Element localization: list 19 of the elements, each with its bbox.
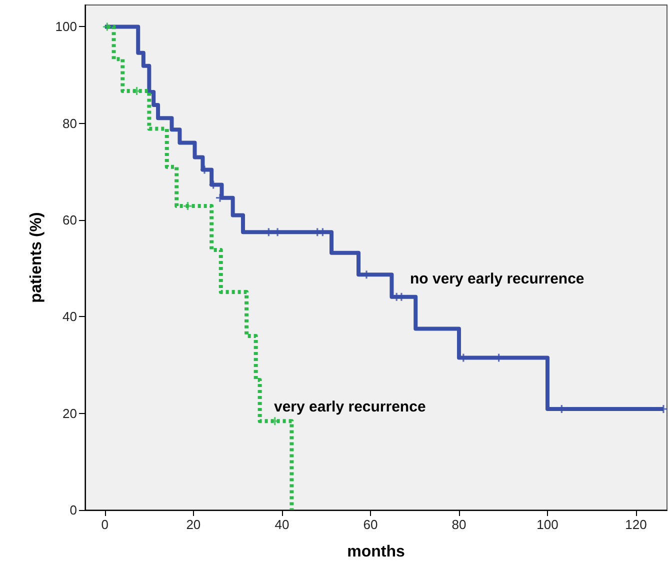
- x-tick-label: 80: [452, 517, 466, 532]
- point: [184, 202, 192, 210]
- y-tick-label: 40: [62, 309, 77, 324]
- y-tick-label: 60: [62, 212, 77, 228]
- x-tick-label: 20: [186, 517, 201, 532]
- y-tick-label: 100: [55, 19, 77, 34]
- x-tick-label: 120: [625, 517, 647, 532]
- y-tick-label: 80: [62, 116, 77, 131]
- y-tick-label: 20: [62, 406, 77, 421]
- x-axis-title: months: [347, 544, 405, 560]
- y-axis-title: patients (%): [28, 212, 45, 303]
- x-tick-label: 0: [101, 517, 109, 532]
- x-tick-label: 40: [274, 517, 290, 532]
- y-tick-label: 0: [70, 502, 77, 518]
- point: [103, 22, 112, 31]
- annotation: very early recurrence: [274, 398, 426, 416]
- x-tick-label: 100: [536, 517, 558, 532]
- annotation: no very early recurrence: [410, 270, 584, 288]
- x-tick-label: 60: [363, 517, 378, 532]
